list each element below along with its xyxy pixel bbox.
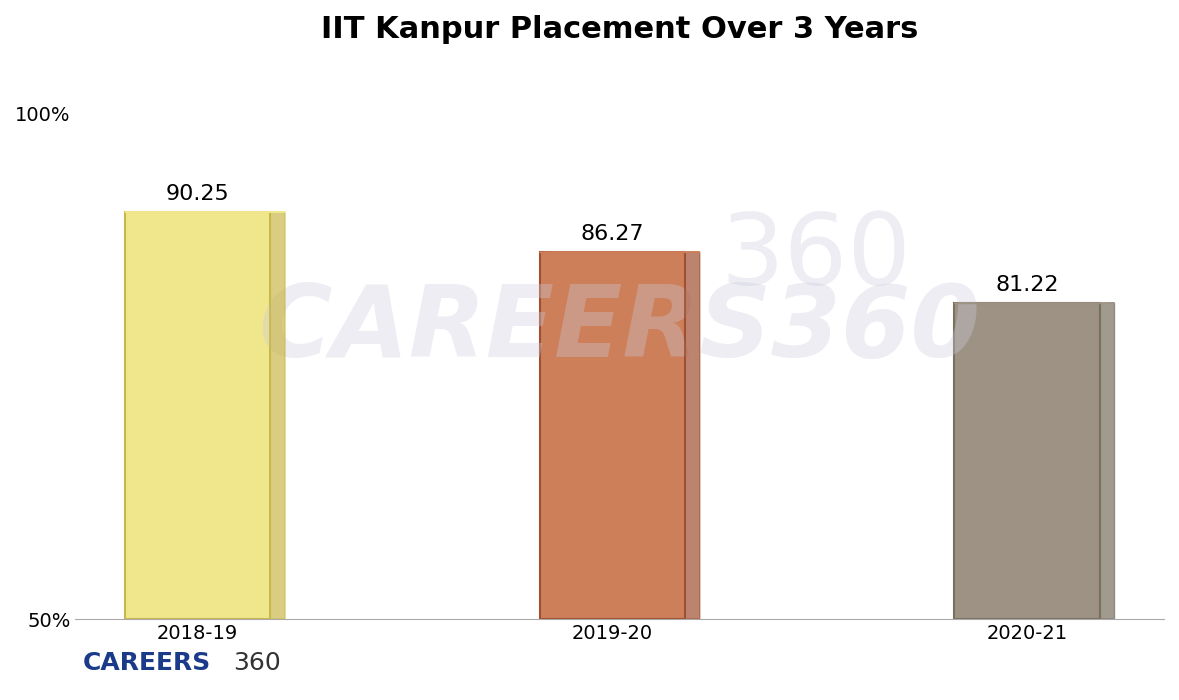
Text: CAREERS360: CAREERS360 — [258, 281, 981, 379]
Bar — [125, 212, 270, 619]
Text: 360: 360 — [720, 209, 911, 306]
Text: 90.25: 90.25 — [165, 184, 229, 204]
Text: 86.27: 86.27 — [580, 224, 644, 244]
Polygon shape — [685, 252, 699, 619]
Polygon shape — [1100, 303, 1114, 619]
Text: 81.22: 81.22 — [995, 275, 1059, 295]
Bar — [540, 253, 685, 619]
Text: CAREERS: CAREERS — [83, 652, 211, 676]
Polygon shape — [270, 212, 285, 619]
Title: IIT Kanpur Placement Over 3 Years: IIT Kanpur Placement Over 3 Years — [321, 15, 918, 44]
Text: 360: 360 — [233, 652, 282, 676]
Bar — [955, 304, 1100, 619]
